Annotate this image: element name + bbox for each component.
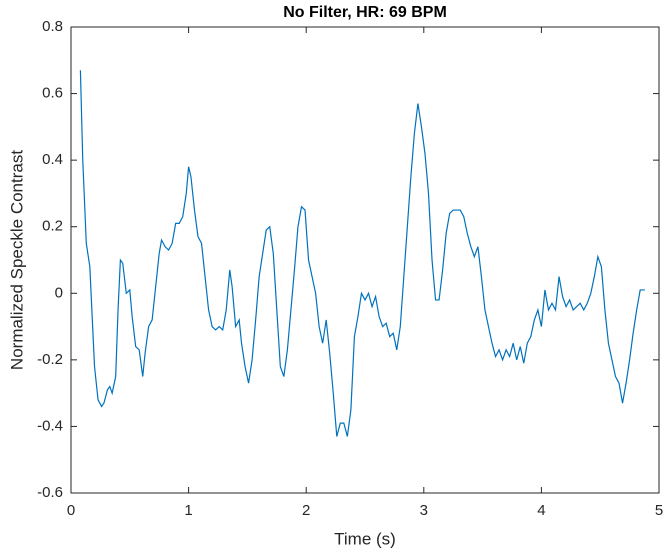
y-tick-label: -0.2 (37, 351, 63, 368)
x-tick-label: 4 (537, 502, 545, 519)
y-tick-label: 0.6 (42, 85, 63, 102)
axes-box (70, 26, 660, 494)
x-tick-label: 2 (302, 502, 310, 519)
y-tick-label: 0.8 (42, 18, 63, 35)
x-tick-label: 0 (67, 502, 75, 519)
x-tick-label: 1 (184, 502, 192, 519)
chart-title: No Filter, HR: 69 BPM (283, 4, 447, 21)
y-tick-label: 0.4 (42, 151, 63, 168)
y-tick-label: -0.6 (37, 484, 63, 501)
data-line (79, 70, 645, 437)
x-axis-label: Time (s) (334, 529, 396, 548)
x-tick-label: 3 (420, 502, 428, 519)
y-tick-label: 0.2 (42, 218, 63, 235)
y-tick-label: -0.4 (37, 417, 63, 434)
y-tick-label: 0 (55, 284, 63, 301)
y-axis-label: Normalized Speckle Contrast (7, 150, 26, 370)
x-tick-label: 5 (655, 502, 663, 519)
